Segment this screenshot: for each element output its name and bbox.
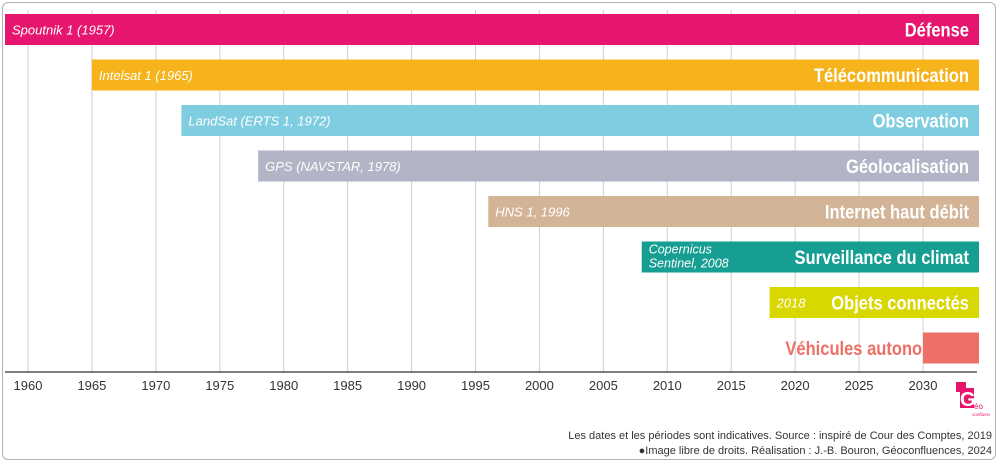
logo-eo: éo	[974, 402, 983, 411]
bar-annotation: Intelsat 1 (1965)	[99, 68, 193, 83]
bar-0	[5, 14, 979, 45]
x-tick-label: 2030	[909, 378, 938, 393]
footer-credits: ●Image libre de droits. Réalisation : J.…	[638, 445, 992, 457]
bar-label: Véhicules autonomes...	[785, 338, 969, 359]
bar-label: Objets connectés	[831, 292, 969, 313]
bar-annotation: GPS (NAVSTAR, 1978)	[265, 159, 401, 174]
x-tick-label: 2020	[781, 378, 810, 393]
bar-label: Géolocalisation	[846, 156, 969, 177]
bar-label: Internet haut débit	[825, 201, 969, 222]
x-tick-label: 2010	[653, 378, 682, 393]
bar-1	[91, 59, 979, 91]
x-tick-label: 1990	[397, 378, 426, 393]
x-tick-label: 2015	[717, 378, 746, 393]
cc-icon: ●	[638, 445, 646, 457]
bar-annotation: HNS 1, 1996	[495, 205, 570, 220]
bar-annotation: 2018	[776, 296, 807, 311]
logo-sub: confluences	[972, 412, 990, 417]
bar-label: Surveillance du climat	[795, 247, 970, 268]
bar-4	[488, 196, 979, 227]
footer-source: Les dates et les périodes sont indicativ…	[568, 430, 992, 442]
x-tick-label: 2025	[845, 378, 874, 393]
geoconfluences-logo: G éo confluences	[956, 382, 997, 422]
bar-7	[923, 332, 979, 364]
bar-label: Observation	[873, 110, 969, 131]
x-tick-label: 1975	[205, 378, 234, 393]
bar-annotation: Spoutnik 1 (1957)	[12, 23, 115, 38]
bar-annotation: LandSat (ERTS 1, 1972)	[188, 114, 330, 129]
bar-label: Télécommunication	[814, 65, 969, 86]
x-tick-label: 2005	[589, 378, 618, 393]
x-tick-label: 2000	[525, 378, 554, 393]
bar-3	[258, 150, 980, 182]
x-tick-label: 1960	[14, 378, 43, 393]
bar-6	[769, 287, 979, 318]
bar-2	[181, 105, 979, 136]
chart-frame	[2, 2, 996, 460]
x-tick-label: 1995	[461, 378, 490, 393]
logo-letter: G	[960, 389, 976, 411]
x-tick-label: 1970	[141, 378, 170, 393]
x-tick-label: 1980	[269, 378, 298, 393]
bar-annotation: Copernicus	[649, 243, 712, 257]
bar-label: Défense	[905, 19, 969, 40]
bar-annotation: Sentinel, 2008	[649, 257, 729, 271]
bar-5	[641, 241, 979, 273]
x-tick-label: 1985	[333, 378, 362, 393]
x-tick-label: 1965	[77, 378, 106, 393]
